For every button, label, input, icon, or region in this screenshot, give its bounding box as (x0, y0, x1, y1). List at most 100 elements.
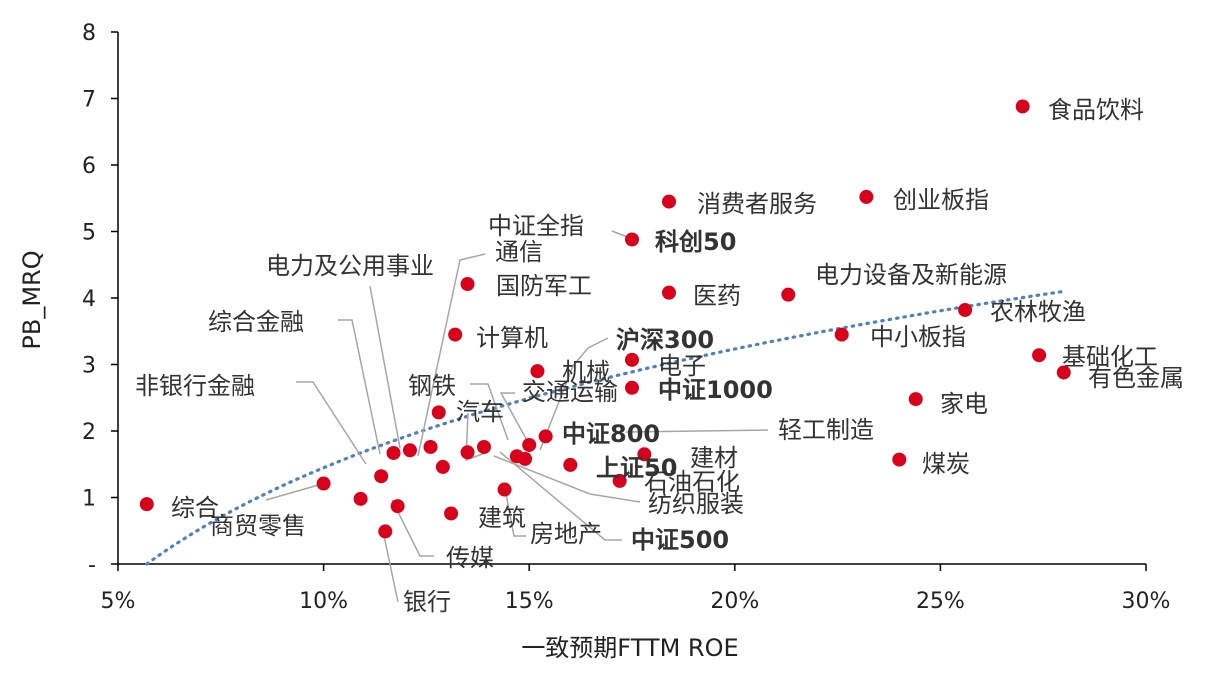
point-label: 汽车 (456, 398, 504, 426)
point-label: 中证500 (631, 526, 729, 554)
data-point (378, 524, 393, 539)
data-point (522, 437, 537, 452)
data-point (1015, 99, 1030, 114)
point-label: 石油石化 (644, 468, 740, 496)
data-point (476, 439, 491, 454)
data-points (139, 99, 1071, 539)
point-label: 医药 (693, 282, 741, 310)
data-point (435, 459, 450, 474)
point-label: 综合金融 (208, 308, 304, 336)
data-point (431, 405, 446, 420)
point-label: 消费者服务 (697, 190, 817, 218)
point-label: 中小板指 (870, 323, 966, 351)
point-label: 计算机 (476, 324, 548, 352)
point-label: 交通运输 (522, 378, 618, 406)
point-label: 农林牧渔 (990, 298, 1086, 326)
data-point (563, 457, 578, 472)
leader-line (493, 455, 641, 503)
leader-line (296, 381, 367, 465)
point-label: 传媒 (446, 544, 494, 572)
data-point (353, 491, 368, 506)
leader-line (338, 319, 381, 455)
x-tick-label: 30% (1122, 589, 1171, 614)
point-label: 家电 (940, 390, 988, 418)
data-point (662, 194, 677, 209)
leader-line (625, 429, 769, 433)
point-label: 建筑 (478, 504, 526, 532)
data-point (958, 302, 973, 317)
point-label: 机械 (562, 358, 610, 386)
point-label: 综合 (171, 494, 219, 522)
leader-line (369, 285, 401, 449)
data-point (538, 429, 553, 444)
data-point (374, 469, 389, 484)
leader-line (499, 392, 531, 447)
y-tick-label: 8 (82, 21, 96, 46)
data-point (625, 352, 639, 367)
y-tick-label: 4 (82, 287, 96, 312)
point-label: 国防军工 (496, 272, 592, 300)
data-point (637, 447, 652, 462)
point-label: 钢铁 (408, 372, 456, 400)
data-point (1056, 365, 1071, 380)
leader-line (265, 483, 323, 501)
x-tick-label: 20% (710, 589, 759, 614)
y-tick-label: 2 (82, 420, 96, 445)
point-label: 商贸零售 (210, 512, 306, 540)
point-label: 电子 (658, 352, 706, 380)
point-label: 建材 (690, 444, 738, 472)
point-label: 创业板指 (893, 186, 989, 214)
y-tick-label: 5 (82, 221, 96, 246)
y-tick-label: 3 (82, 354, 96, 379)
point-label: 中证1000 (658, 376, 773, 404)
point-label: 轻工制造 (778, 416, 874, 444)
point-label: 非银行金融 (135, 372, 255, 400)
point-label: 上证50 (596, 454, 677, 482)
leader-line (505, 493, 526, 537)
data-point (390, 499, 405, 514)
x-tick-label: 15% (505, 589, 554, 614)
x-tick-label: 10% (299, 589, 348, 614)
point-label: 科创50 (655, 228, 736, 256)
data-point (460, 445, 475, 460)
leader-line (465, 412, 489, 462)
point-label: 有色金属 (1088, 364, 1184, 392)
data-point (518, 451, 533, 466)
point-label: 食品饮料 (1048, 96, 1144, 124)
data-point (444, 506, 459, 521)
data-point (423, 439, 438, 454)
data-point (497, 482, 512, 497)
data-point (448, 327, 463, 342)
point-label: 中证800 (562, 420, 660, 448)
point-label: 煤炭 (922, 450, 970, 478)
leader-line (539, 337, 609, 451)
data-point (781, 287, 796, 302)
point-label: 纺织服装 (648, 490, 744, 518)
y-tick-label: 1 (82, 487, 96, 512)
y-axis-label: PB_MRQ (18, 250, 46, 349)
data-point (1032, 348, 1047, 363)
x-axis-label: 一致预期FTTM ROE (521, 634, 738, 662)
x-tick-label: 25% (916, 589, 965, 614)
leader-line (391, 499, 434, 557)
leader-lines (265, 230, 769, 603)
data-point (386, 445, 401, 460)
leader-line (470, 383, 509, 441)
point-label: 通信 (495, 238, 543, 266)
point-label: 沪深300 (616, 326, 714, 354)
leader-line (417, 253, 486, 457)
trendline-path (145, 289, 1066, 566)
point-label: 基础化工 (1062, 343, 1158, 371)
point-label: 房地产 (530, 520, 602, 548)
point-label: 电力设备及新能源 (815, 261, 1007, 289)
point-label: 银行 (403, 588, 451, 616)
data-point (859, 189, 874, 204)
data-point (834, 327, 849, 342)
axes: - 1 2 3 4 5 6 7 8 5% 10% 15% 20% 25% 30% (82, 21, 1170, 614)
data-point (402, 443, 417, 458)
y-tick-label: - (88, 553, 96, 578)
data-point (139, 497, 154, 512)
data-point (612, 473, 627, 488)
